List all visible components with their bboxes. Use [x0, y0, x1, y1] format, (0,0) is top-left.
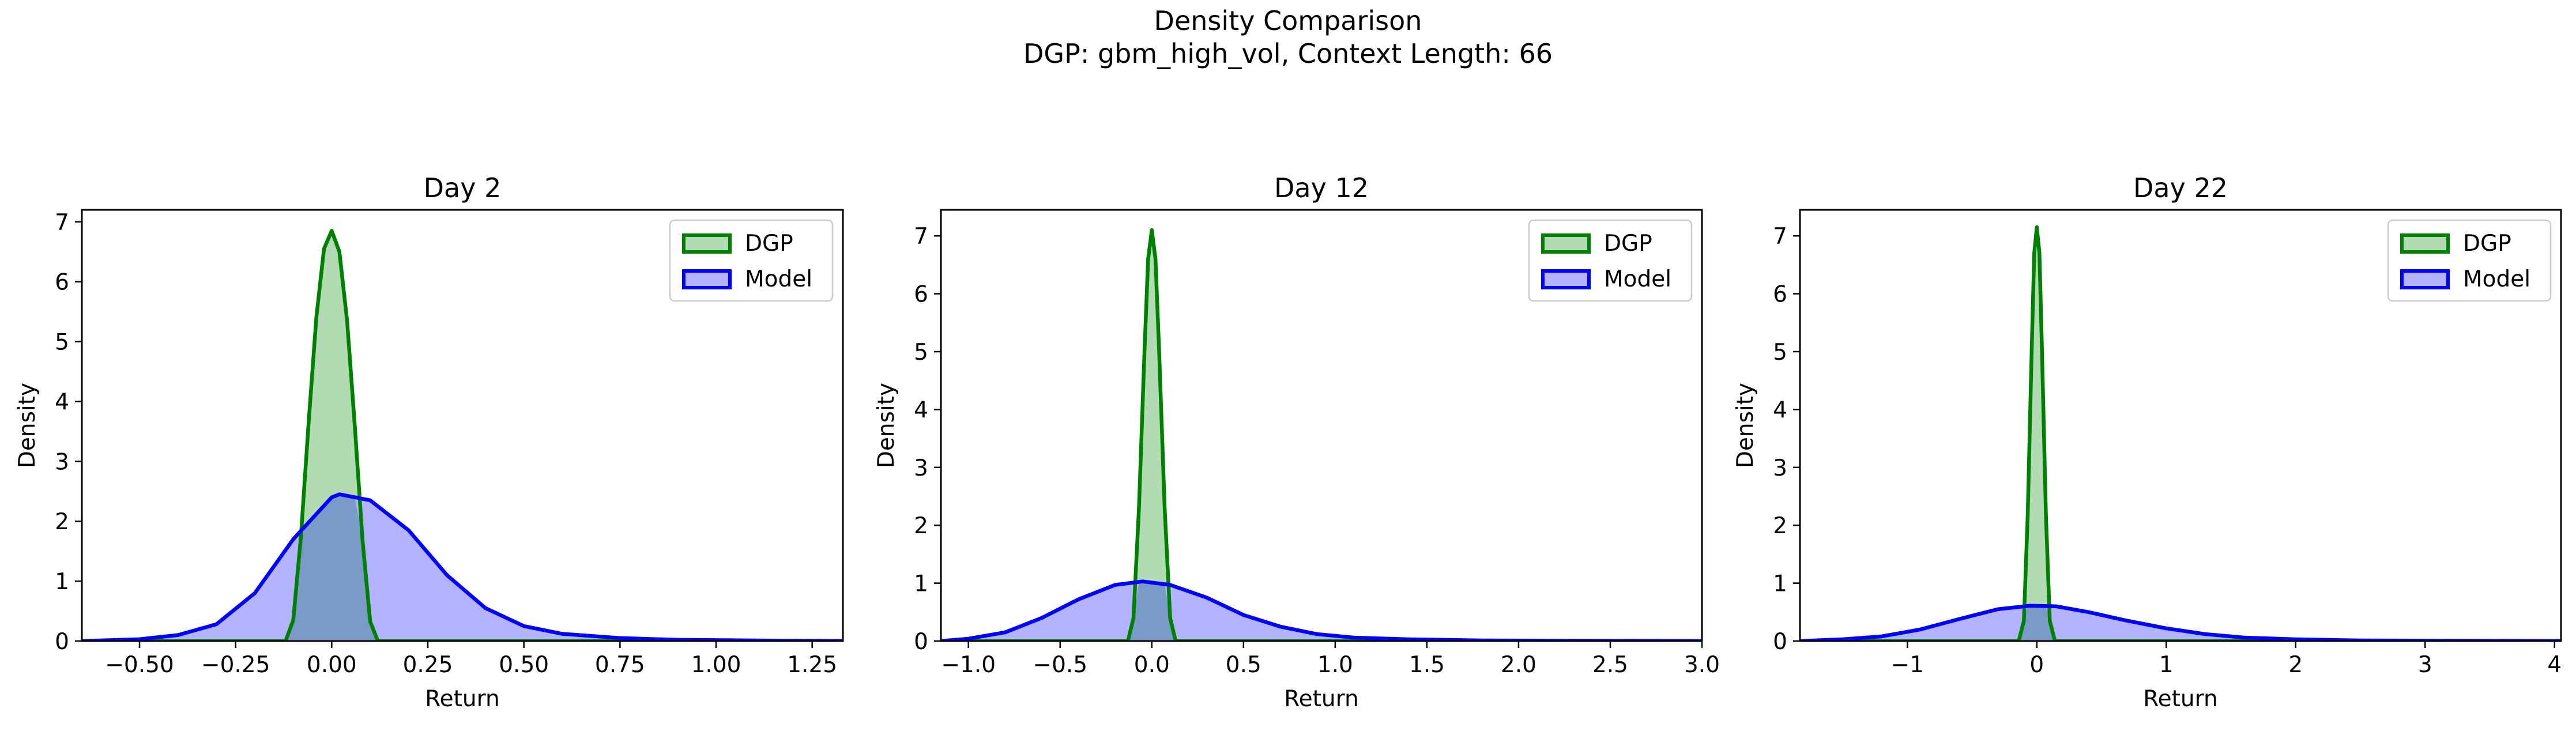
x-tick-label: 1.25: [787, 652, 837, 678]
x-tick-label: 0.0: [1134, 652, 1170, 678]
subplot-title: Day 22: [2133, 172, 2228, 203]
subplot-title: Day 2: [424, 172, 502, 203]
y-tick-label: 5: [55, 330, 69, 356]
y-tick-label: 2: [914, 513, 928, 539]
x-tick-label: 0.75: [595, 652, 645, 678]
y-tick-label: 4: [1773, 397, 1787, 423]
legend: DGP Model: [670, 220, 833, 301]
x-tick-label: 3: [2418, 652, 2432, 678]
legend-label: DGP: [2463, 231, 2511, 257]
y-tick-label: 0: [1773, 629, 1787, 655]
x-tick-label: −0.25: [201, 652, 270, 678]
y-tick-label: 1: [55, 569, 69, 595]
figure-subtitle: DGP: gbm_high_vol, Context Length: 66: [1023, 38, 1553, 69]
y-tick-label: 7: [914, 224, 928, 250]
y-axis-label: Density: [873, 383, 899, 468]
y-tick-label: 3: [55, 449, 69, 475]
x-tick-label: 0.25: [403, 652, 453, 678]
y-tick-label: 6: [55, 270, 69, 296]
x-tick-label: 1.5: [1409, 652, 1445, 678]
y-tick-label: 3: [914, 455, 928, 481]
y-axis-label: Density: [1733, 383, 1758, 468]
legend-swatch-model: [2402, 271, 2448, 288]
y-tick-label: 6: [1773, 282, 1787, 308]
legend-label: DGP: [1604, 231, 1652, 257]
x-tick-label: −1.0: [941, 652, 996, 678]
legend-swatch-model: [1543, 271, 1589, 288]
y-tick-label: 4: [55, 389, 69, 415]
x-axis-label: Return: [425, 686, 499, 712]
x-tick-label: −0.5: [1033, 652, 1087, 678]
y-tick-label: 7: [1773, 224, 1787, 250]
x-axis-label: Return: [2143, 686, 2217, 712]
legend-label: Model: [2463, 266, 2530, 292]
x-tick-label: 4: [2547, 652, 2562, 678]
y-tick-label: 2: [1773, 513, 1787, 539]
y-axis-label: Density: [14, 383, 40, 468]
legend-label: Model: [1604, 266, 1671, 292]
y-tick-label: 5: [914, 340, 928, 365]
x-tick-label: 0.50: [499, 652, 549, 678]
x-tick-label: 3.0: [1684, 652, 1720, 678]
y-tick-label: 1: [914, 571, 928, 597]
x-tick-label: 0: [2029, 652, 2044, 678]
y-tick-label: 3: [1773, 455, 1787, 481]
x-tick-label: 2.5: [1592, 652, 1628, 678]
y-tick-label: 0: [55, 629, 69, 655]
y-tick-label: 0: [914, 629, 928, 655]
legend-swatch-dgp: [2402, 235, 2448, 252]
x-tick-label: −1: [1891, 652, 1925, 678]
x-tick-label: 2.0: [1501, 652, 1536, 678]
x-tick-label: 1: [2159, 652, 2174, 678]
subplot-title: Day 12: [1274, 172, 1369, 203]
y-tick-label: 7: [55, 210, 69, 236]
x-axis-label: Return: [1284, 686, 1358, 712]
x-tick-label: 0.00: [307, 652, 357, 678]
legend-swatch-dgp: [684, 235, 730, 252]
legend-swatch-dgp: [1543, 235, 1589, 252]
x-tick-label: 1.00: [691, 652, 741, 678]
y-tick-label: 1: [1773, 571, 1787, 597]
legend-label: DGP: [745, 231, 793, 257]
x-tick-label: 2: [2288, 652, 2303, 678]
legend: DGP Model: [1529, 220, 1692, 301]
legend-label: Model: [745, 266, 812, 292]
y-tick-label: 5: [1773, 340, 1787, 365]
y-tick-label: 2: [55, 509, 69, 535]
legend-swatch-model: [684, 271, 730, 288]
figure-title: Density Comparison: [1154, 5, 1422, 36]
x-tick-label: −0.50: [105, 652, 174, 678]
y-tick-label: 6: [914, 282, 928, 308]
legend: DGP Model: [2388, 220, 2551, 301]
x-tick-label: 1.0: [1317, 652, 1353, 678]
x-tick-label: 0.5: [1226, 652, 1261, 678]
y-tick-label: 4: [914, 397, 928, 423]
